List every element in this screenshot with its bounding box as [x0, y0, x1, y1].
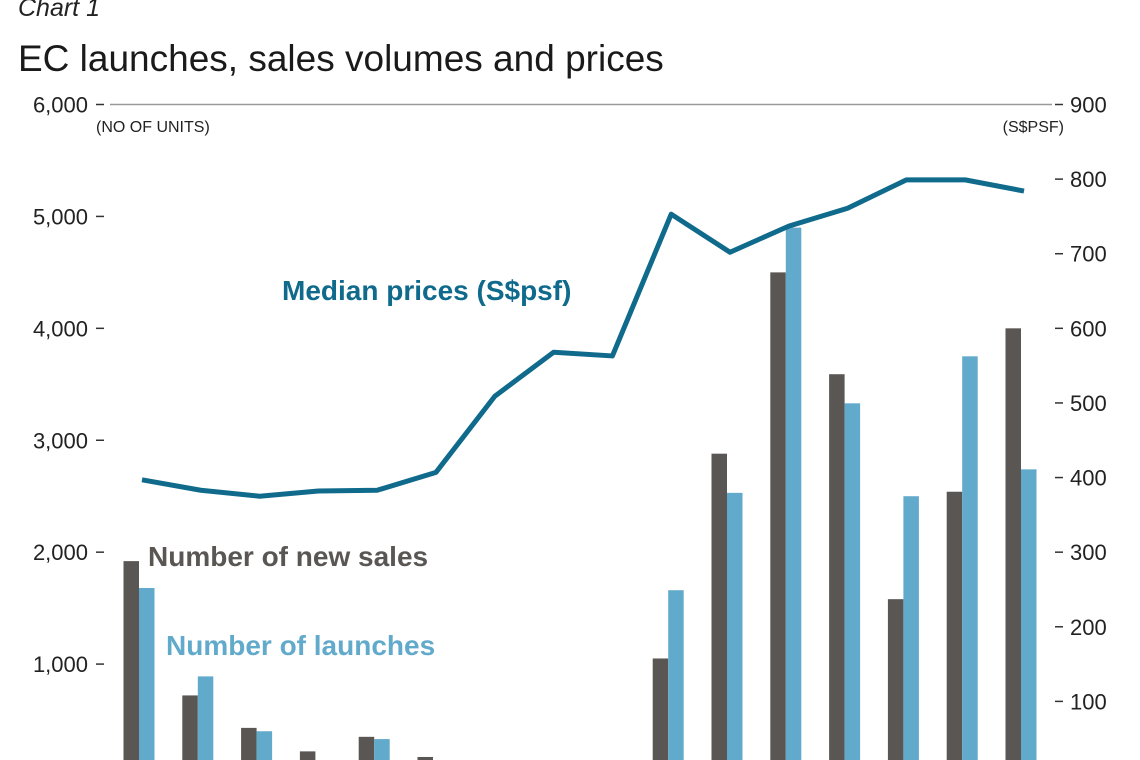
- price-line: [141, 177, 1025, 499]
- chart-subtitle: Chart 1: [18, 0, 100, 22]
- left-tick-label: 4,000: [33, 316, 88, 341]
- sales-bar: [887, 599, 904, 760]
- launches-bar: [785, 227, 802, 760]
- right-tick-label: 800: [1070, 167, 1107, 192]
- left-tick-label: 5,000: [33, 204, 88, 229]
- chart-title: EC launches, sales volumes and prices: [18, 38, 664, 79]
- right-tick-label: 400: [1070, 466, 1107, 491]
- launches-bar: [903, 496, 919, 760]
- sales-bar: [358, 736, 375, 760]
- launches-bar: [962, 356, 978, 760]
- sales-bar: [1005, 328, 1021, 760]
- launches-bar: [1021, 469, 1037, 760]
- right-axis-unit: (S$PSF): [1003, 119, 1064, 136]
- launches-bar: [668, 590, 684, 760]
- right-tick-label: 500: [1070, 391, 1107, 416]
- right-tick-label: 700: [1070, 242, 1107, 267]
- sales-series-label: Number of new sales: [148, 541, 428, 572]
- sales-bar: [770, 272, 786, 760]
- sales-bar: [652, 658, 669, 760]
- sales-bar: [829, 374, 845, 760]
- sales-bar: [417, 756, 433, 760]
- sales-bar: [299, 751, 316, 760]
- right-tick-label: 100: [1070, 689, 1107, 714]
- sales-bar: [123, 561, 139, 760]
- sales-bar: [711, 453, 727, 760]
- launches-bar: [844, 403, 861, 760]
- right-tick-label: 900: [1070, 93, 1107, 118]
- left-tick-label: 3,000: [33, 428, 88, 453]
- launches-series-label: Number of launches: [166, 630, 435, 661]
- launches-bar: [197, 676, 214, 760]
- left-tick-label: 2,000: [33, 540, 88, 565]
- sales-bar: [241, 727, 257, 760]
- price-series-label: Median prices (S$psf): [282, 275, 571, 306]
- launches-bar: [374, 739, 390, 760]
- left-tick-label: 1,000: [33, 652, 88, 677]
- right-tick-label: 600: [1070, 316, 1107, 341]
- right-tick-label: 200: [1070, 615, 1107, 640]
- sales-bar: [182, 695, 198, 760]
- right-tick-label: 300: [1070, 540, 1107, 565]
- left-tick-label: 6,000: [33, 93, 88, 118]
- launches-bar: [139, 587, 155, 760]
- launches-bar: [727, 492, 743, 760]
- launches-bar: [256, 731, 273, 760]
- sales-bar: [946, 491, 963, 760]
- left-axis-unit: (NO OF UNITS): [96, 119, 210, 136]
